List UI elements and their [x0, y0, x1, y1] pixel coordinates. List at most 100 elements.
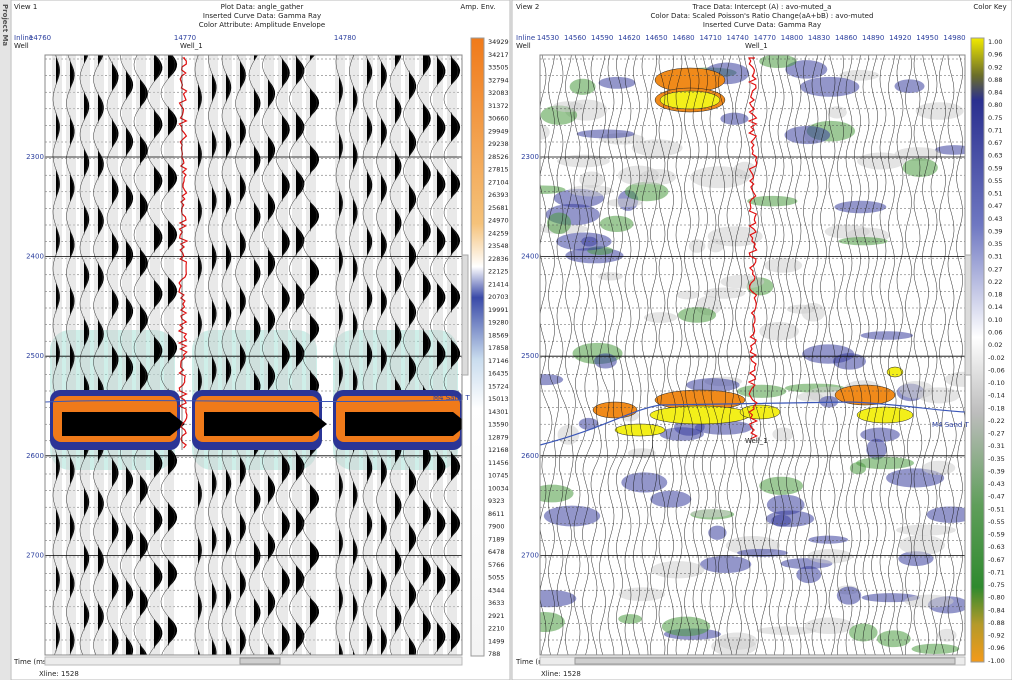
h-scroll-thumb[interactable] [239, 657, 281, 665]
key-value: 31372 [488, 102, 509, 110]
wiggle [616, 55, 628, 655]
anomaly-orange [592, 401, 638, 419]
color-blob [617, 165, 660, 186]
wiggle [888, 55, 897, 655]
color-blob [860, 331, 914, 340]
well-name: Well_1 [180, 42, 203, 50]
well-label: Well [14, 42, 29, 50]
view-header: Color Attribute: Amplitude Envelope [199, 21, 325, 29]
view2-plot[interactable] [521, 55, 982, 656]
key-value: 0.06 [988, 328, 1002, 336]
view1-plot[interactable] [45, 55, 468, 655]
wiggle [650, 55, 659, 655]
wiggle [743, 55, 753, 655]
key-value: 23548 [488, 242, 509, 250]
key-value: -0.10 [988, 379, 1005, 387]
color-blob [836, 586, 862, 605]
key-value: 0.96 [988, 51, 1002, 59]
key-value: -0.92 [988, 632, 1005, 640]
time-label: 2300 [521, 153, 539, 161]
color-blob [849, 623, 878, 642]
wiggle-fill [212, 55, 217, 655]
key-value: -0.84 [988, 606, 1005, 614]
color-blob [808, 535, 849, 544]
key-value: -1.00 [988, 657, 1005, 665]
color-blob [756, 626, 817, 635]
wiggle-fill [451, 55, 461, 655]
trace-shade [306, 55, 316, 655]
trace-shade [335, 55, 345, 655]
key-value: 1499 [488, 637, 505, 645]
well-name: Well_1 [745, 437, 768, 445]
color-blob [764, 257, 803, 273]
key-value: 7189 [488, 535, 505, 543]
wiggle-fill [56, 55, 60, 655]
key-value: -0.88 [988, 619, 1005, 627]
trace-shade [391, 55, 401, 655]
key-value: 34217 [488, 51, 509, 59]
wiggle [837, 55, 846, 655]
key-value: -0.39 [988, 467, 1005, 475]
trace-shade [136, 55, 146, 655]
color-blob [922, 460, 956, 476]
inline-number: 14530 [537, 34, 559, 42]
wiggle-fill [367, 55, 373, 655]
v-scrollbar[interactable] [964, 254, 972, 376]
key-value: 29949 [488, 127, 509, 135]
trace-shade [264, 55, 274, 655]
key-value: 27104 [488, 178, 509, 186]
key-value: 20703 [488, 293, 509, 301]
color-blob [579, 171, 605, 188]
wiggle [896, 55, 905, 655]
color-blob [543, 505, 601, 527]
color-blob [866, 438, 887, 460]
wiggle-fill [296, 55, 305, 655]
key-value: 15013 [488, 395, 509, 403]
wiggle [854, 55, 863, 655]
wiggle [769, 55, 778, 655]
h-scroll-thumb[interactable] [574, 657, 956, 665]
v-scrollbar[interactable] [461, 254, 469, 376]
wiggle [922, 55, 932, 655]
key-value: 7900 [488, 523, 505, 531]
color-blob [834, 200, 887, 214]
event-black [204, 412, 327, 436]
time-axis-label: Time (ms) [13, 658, 50, 666]
color-blob [594, 353, 617, 369]
wiggle [607, 55, 619, 655]
sidebar-label[interactable]: Project Ma [1, 4, 9, 46]
wiggle [726, 55, 735, 655]
key-value: 0.47 [988, 202, 1002, 210]
key-value: 32083 [488, 89, 509, 97]
color-blob [937, 628, 957, 642]
key-value: -0.63 [988, 543, 1005, 551]
key-value: 17146 [488, 357, 509, 365]
key-value: 24970 [488, 217, 509, 225]
wiggle [701, 55, 711, 655]
color-blob [703, 287, 746, 299]
key-value: 0.80 [988, 101, 1002, 109]
color-blob [621, 472, 668, 493]
key-value: 25681 [488, 204, 509, 212]
inline-number: 14770 [754, 34, 776, 42]
wiggle-fill [226, 55, 232, 655]
inline-number: 14560 [564, 34, 586, 42]
key-value: 10745 [488, 472, 509, 480]
color-blob [599, 215, 634, 233]
wiggle [684, 55, 694, 655]
color-blob [944, 371, 965, 387]
color-blob [796, 566, 822, 584]
key-value: -0.02 [988, 354, 1005, 362]
wiggle [760, 55, 769, 655]
key-value: -0.59 [988, 531, 1005, 539]
key-value: 12168 [488, 446, 509, 454]
wiggle [633, 55, 644, 655]
time-label: 2600 [521, 452, 539, 460]
key-value: -0.80 [988, 594, 1005, 602]
wiggle [590, 55, 602, 655]
key-value: 3633 [488, 599, 505, 607]
key-value: 29238 [488, 140, 509, 148]
inline-number: 14830 [808, 34, 830, 42]
wiggle [777, 55, 787, 655]
color-blob [856, 456, 914, 470]
